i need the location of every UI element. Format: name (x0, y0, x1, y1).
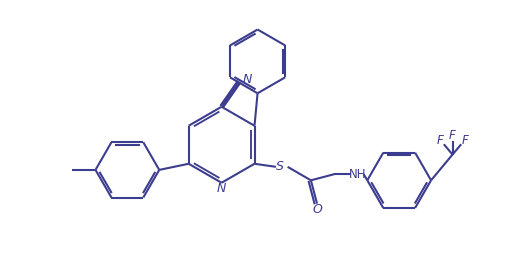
Text: S: S (276, 160, 284, 173)
Text: O: O (312, 203, 322, 216)
Text: F: F (437, 134, 444, 147)
Text: N: N (242, 73, 252, 86)
Text: N: N (217, 182, 226, 195)
Text: F: F (449, 129, 456, 142)
Text: F: F (461, 134, 468, 147)
Text: NH: NH (349, 168, 366, 181)
